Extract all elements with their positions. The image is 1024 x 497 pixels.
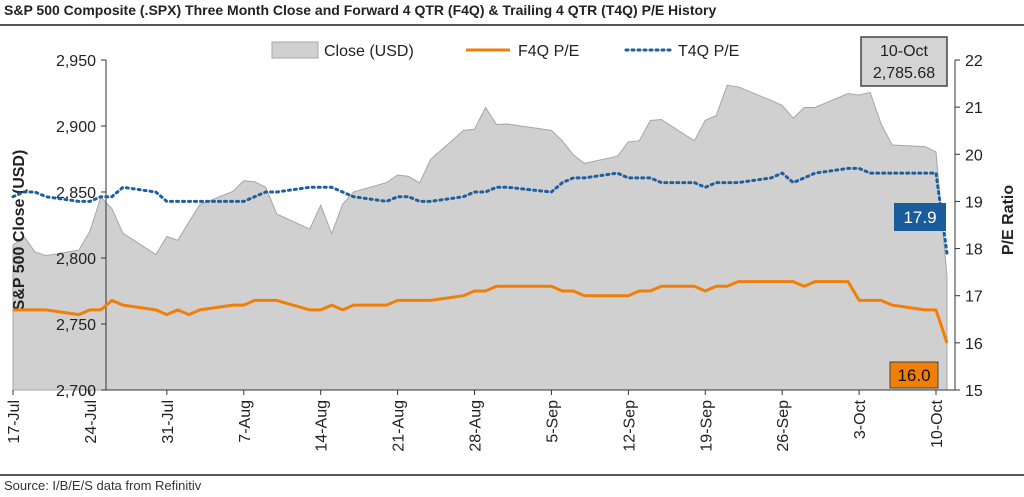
chart-title: S&P 500 Composite (.SPX) Three Month Clo… bbox=[4, 2, 717, 18]
x-tick-label: 12-Sep bbox=[621, 400, 638, 452]
close-value-box bbox=[860, 36, 948, 87]
axes-layer: 2,700 2,750 2,800 2,850 2,900 2,950 15 16 17 18 19… bbox=[6, 53, 1017, 452]
legend-label-f4q: F4Q P/E bbox=[518, 43, 579, 60]
right-tick-label: 15 bbox=[965, 383, 983, 400]
right-tick-label: 17 bbox=[965, 289, 983, 306]
close-value-date: 10-Oct bbox=[880, 43, 929, 60]
right-tick-label: 19 bbox=[965, 194, 983, 211]
left-tick-label: 2,850 bbox=[56, 185, 96, 202]
source-divider bbox=[0, 474, 1024, 476]
t4q-value-label: 17.9 bbox=[903, 208, 936, 227]
right-tick-label: 22 bbox=[965, 53, 983, 70]
x-tick-label: 26-Sep bbox=[775, 400, 792, 452]
x-tick-label: 17-Jul bbox=[6, 400, 23, 444]
f4q-value-label: 16.0 bbox=[897, 366, 930, 385]
x-tick-label: 28-Aug bbox=[468, 400, 485, 452]
x-tick-label: 14-Aug bbox=[314, 400, 331, 452]
close-area-layer bbox=[12, 84, 948, 391]
x-tick-label: 3-Oct bbox=[852, 399, 869, 439]
left-tick-label: 2,750 bbox=[56, 317, 96, 334]
right-tick-label: 18 bbox=[965, 242, 983, 259]
x-tick-label: 24-Jul bbox=[83, 400, 100, 444]
t4q-value-box bbox=[894, 203, 946, 231]
t4q-pe-line bbox=[11, 166, 949, 255]
x-tick-label: 31-Jul bbox=[160, 400, 177, 444]
right-tick-label: 16 bbox=[965, 336, 983, 353]
left-tick-label: 2,950 bbox=[56, 53, 96, 70]
left-tick-label: 2,800 bbox=[56, 251, 96, 268]
legend-label-t4q: T4Q P/E bbox=[678, 43, 739, 60]
legend-label-close: Close (USD) bbox=[324, 43, 414, 60]
left-tick-label: 2,700 bbox=[56, 383, 96, 400]
close-area-series bbox=[12, 84, 948, 391]
annotations-layer: 10-Oct 2,785.68 17.9 16.0 bbox=[860, 36, 948, 389]
x-tick-label: 5-Sep bbox=[544, 400, 561, 443]
close-value-number: 2,785.68 bbox=[873, 65, 935, 82]
x-tick-label: 7-Aug bbox=[237, 400, 254, 443]
right-axis-title: P/E Ratio bbox=[1000, 185, 1017, 255]
title-divider bbox=[0, 24, 1024, 26]
legend: Close (USD) F4Q P/E T4Q P/E bbox=[271, 41, 739, 60]
right-tick-label: 21 bbox=[965, 100, 983, 117]
x-tick-label: 10-Oct bbox=[929, 399, 946, 448]
left-tick-label: 2,900 bbox=[56, 119, 96, 136]
right-tick-label: 20 bbox=[965, 147, 983, 164]
left-axis-title: S&P 500 Close (USD) bbox=[11, 150, 28, 311]
f4q-pe-line bbox=[13, 280, 949, 344]
x-tick-label: 21-Aug bbox=[391, 400, 408, 452]
pe-lines-layer bbox=[11, 166, 949, 344]
x-tick-label: 19-Sep bbox=[698, 400, 715, 452]
f4q-value-box bbox=[889, 361, 939, 389]
legend-swatch-close bbox=[271, 41, 319, 59]
source-note: Source: I/B/E/S data from Refinitiv bbox=[4, 478, 202, 493]
